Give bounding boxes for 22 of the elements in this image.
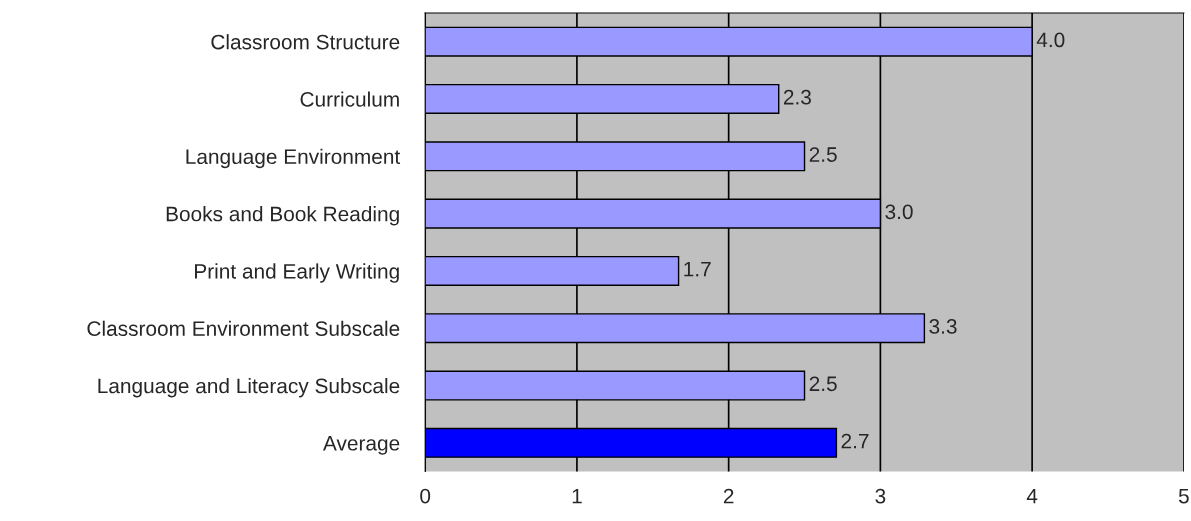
y-tick-label: Classroom Environment Subscale [87, 320, 400, 336]
x-tick-label: 1 [572, 488, 582, 504]
data-label: 2.5 [809, 376, 837, 392]
data-label: 2.7 [841, 433, 869, 449]
y-tick-label: Language Environment [186, 148, 401, 169]
data-label: 4.0 [1036, 32, 1065, 48]
y-tick-label: Average [323, 436, 400, 455]
data-label: 2.3 [783, 89, 811, 105]
x-tick-label: 5 [1178, 488, 1189, 504]
data-label: 3.3 [929, 319, 957, 334]
x-tick-label: 2 [723, 488, 734, 504]
y-tick-label: Classroom Structure [211, 34, 400, 50]
data-label: 2.5 [809, 147, 837, 162]
y-tick-label: Language and Literacy Subscale [98, 377, 400, 398]
x-tick-label: 0 [420, 488, 431, 504]
y-tick-label: Books and Book Reading [166, 206, 399, 226]
data-label: 3.0 [885, 204, 913, 220]
x-tick-label: 3 [875, 488, 886, 504]
y-tick-label: Curriculum [300, 91, 399, 107]
data-label: 1.7 [684, 261, 711, 277]
x-tick-label: 4 [1026, 488, 1038, 504]
y-tick-label: Print and Early Writing [195, 263, 399, 283]
